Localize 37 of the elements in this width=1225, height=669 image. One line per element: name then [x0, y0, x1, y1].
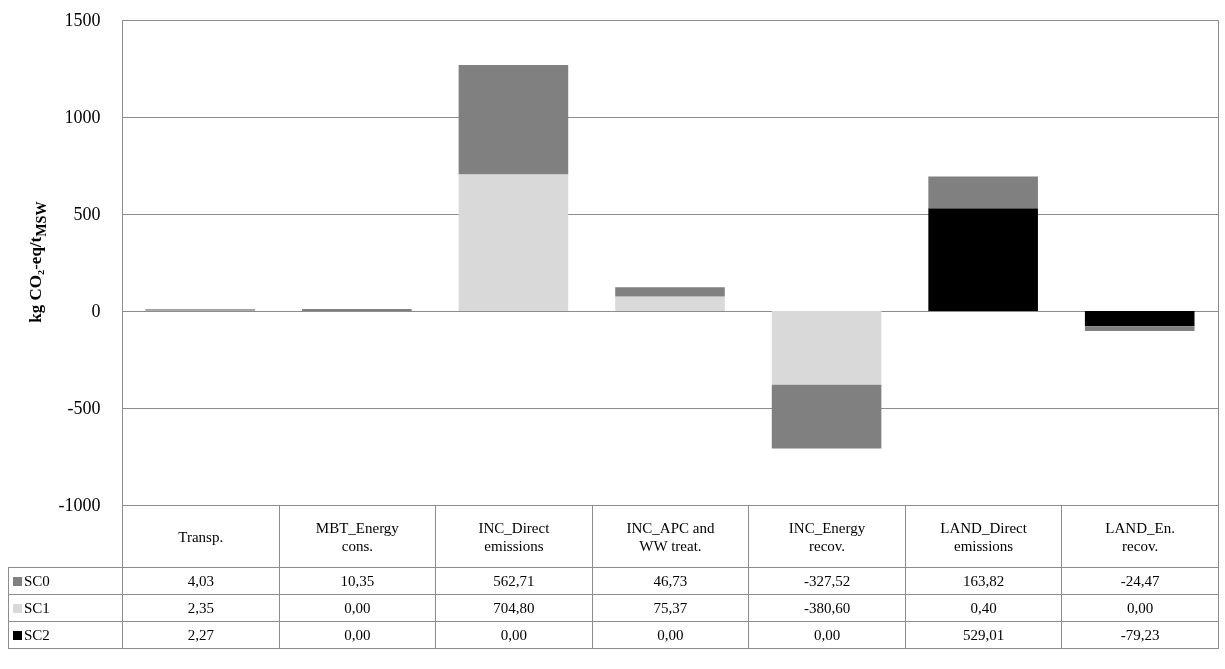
y-tick-label: 500 — [73, 203, 101, 224]
x-tick-label: INC_Energy recov. — [748, 505, 906, 568]
data-label: 0,00 — [592, 621, 749, 649]
data-label: -24,47 — [1061, 567, 1219, 595]
data-label: 75,37 — [592, 594, 749, 622]
legend-label: SC2 — [8, 621, 123, 649]
y-tick-label: 1000 — [64, 106, 101, 127]
data-label: 529,01 — [905, 621, 1062, 649]
x-tick-label: MBT_Energy cons. — [279, 505, 436, 568]
data-label: 704,80 — [435, 594, 593, 622]
data-label: 0,00 — [279, 594, 436, 622]
data-label: -327,52 — [748, 567, 906, 595]
data-label: 10,35 — [279, 567, 436, 595]
legend-label: SC0 — [8, 567, 123, 595]
data-label: 0,00 — [748, 621, 906, 649]
data-label: 0,00 — [435, 621, 593, 649]
data-label: 2,27 — [122, 621, 280, 649]
y-tick-label: -1000 — [58, 494, 101, 515]
y-tick-label: -500 — [67, 397, 101, 418]
data-label: 0,40 — [905, 594, 1062, 622]
data-label: 46,73 — [592, 567, 749, 595]
y-tick-label: 0 — [91, 300, 101, 321]
x-tick-label: LAND_En. recov. — [1061, 505, 1219, 568]
x-tick-label: Transp. — [122, 505, 280, 568]
x-tick-label: LAND_Direct emissions — [905, 505, 1062, 568]
legend-label: SC1 — [8, 594, 123, 622]
y-tick-label: 1500 — [64, 9, 101, 30]
data-label: 562,71 — [435, 567, 593, 595]
x-tick-label: INC_APC and WW treat. — [592, 505, 749, 568]
data-label: 0,00 — [279, 621, 436, 649]
data-label: 0,00 — [1061, 594, 1219, 622]
data-label: -380,60 — [748, 594, 906, 622]
x-tick-label: INC_Direct emissions — [435, 505, 593, 568]
data-label: 4,03 — [122, 567, 280, 595]
data-label: 163,82 — [905, 567, 1062, 595]
data-label: 2,35 — [122, 594, 280, 622]
data-label: -79,23 — [1061, 621, 1219, 649]
